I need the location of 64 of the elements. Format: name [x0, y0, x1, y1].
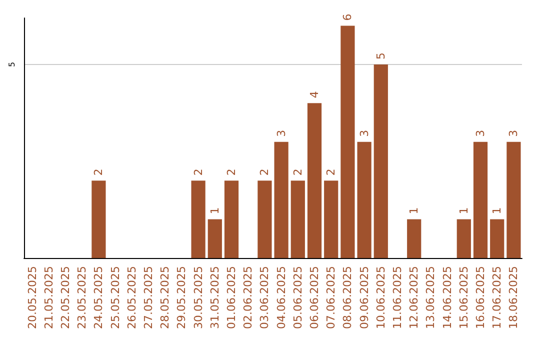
- x-tick-label: 14.06.2025: [440, 266, 454, 330]
- data-label: 2: [225, 168, 238, 176]
- x-tick-label: 17.06.2025: [490, 266, 504, 330]
- data-label: 4: [308, 91, 321, 98]
- data-label: 6: [341, 14, 354, 21]
- bar: [208, 219, 222, 258]
- x-tick-label: 04.06.2025: [274, 266, 288, 330]
- x-tick-label: 08.06.2025: [341, 266, 354, 330]
- data-label: 2: [258, 168, 272, 176]
- x-tick-label: 13.06.2025: [424, 266, 438, 330]
- data-label: 1: [408, 207, 421, 214]
- bar: [506, 142, 521, 258]
- bar: [92, 180, 106, 258]
- data-label: 1: [208, 207, 222, 214]
- x-tick-label: 12.06.2025: [408, 266, 421, 330]
- x-tick-label: 26.05.2025: [125, 266, 138, 330]
- bar: [290, 180, 305, 258]
- bar: [407, 219, 422, 258]
- bar: [324, 180, 338, 258]
- bar: [307, 103, 322, 258]
- x-tick-label: 01.06.2025: [225, 266, 238, 330]
- x-tick-label: 21.05.2025: [42, 266, 56, 330]
- x-tick-label: 24.05.2025: [92, 266, 106, 330]
- data-label: 3: [358, 130, 371, 137]
- data-label: 3: [274, 130, 288, 137]
- x-tick-label: 03.06.2025: [258, 266, 272, 330]
- data-label: 2: [92, 168, 106, 176]
- bar: [374, 64, 388, 258]
- x-tick-label: 02.06.2025: [242, 266, 255, 330]
- x-tick-label: 30.05.2025: [192, 266, 205, 330]
- x-tick-label: 31.05.2025: [208, 266, 222, 330]
- x-tick-label: 11.06.2025: [391, 266, 404, 330]
- bar: [357, 142, 372, 258]
- x-tick-label: 18.06.2025: [507, 266, 520, 330]
- data-label: 2: [192, 168, 205, 176]
- x-tick-label: 27.05.2025: [142, 266, 155, 330]
- bar: [258, 180, 272, 258]
- x-tick-label: 29.05.2025: [175, 266, 188, 330]
- x-tick-label: 10.06.2025: [374, 266, 388, 330]
- x-tick-label: 25.05.2025: [108, 266, 122, 330]
- data-label: 5: [374, 52, 388, 60]
- bar: [191, 180, 206, 258]
- x-tick-label: 06.06.2025: [308, 266, 321, 330]
- data-label: 3: [474, 130, 487, 137]
- data-label: 2: [324, 168, 338, 176]
- x-tick-label: 09.06.2025: [358, 266, 371, 330]
- data-label: 1: [457, 207, 470, 214]
- data-label: 2: [291, 168, 304, 176]
- data-label: 1: [490, 207, 504, 214]
- x-tick-label: 16.06.2025: [474, 266, 487, 330]
- bar: [456, 219, 471, 258]
- bar: [490, 219, 504, 258]
- x-tick-label: 22.05.2025: [59, 266, 72, 330]
- bar: [473, 142, 488, 258]
- x-tick-label: 23.05.2025: [76, 266, 89, 330]
- x-tick-label: 07.06.2025: [324, 266, 338, 330]
- bar: [224, 180, 239, 258]
- data-label: 3: [507, 130, 520, 137]
- bar: [340, 26, 355, 258]
- x-tick-label: 20.05.2025: [26, 266, 39, 330]
- bar: [274, 142, 288, 258]
- x-tick-label: 05.06.2025: [291, 266, 304, 330]
- x-tick-label: 28.05.2025: [158, 266, 172, 330]
- x-tick-label: 15.06.2025: [457, 266, 470, 330]
